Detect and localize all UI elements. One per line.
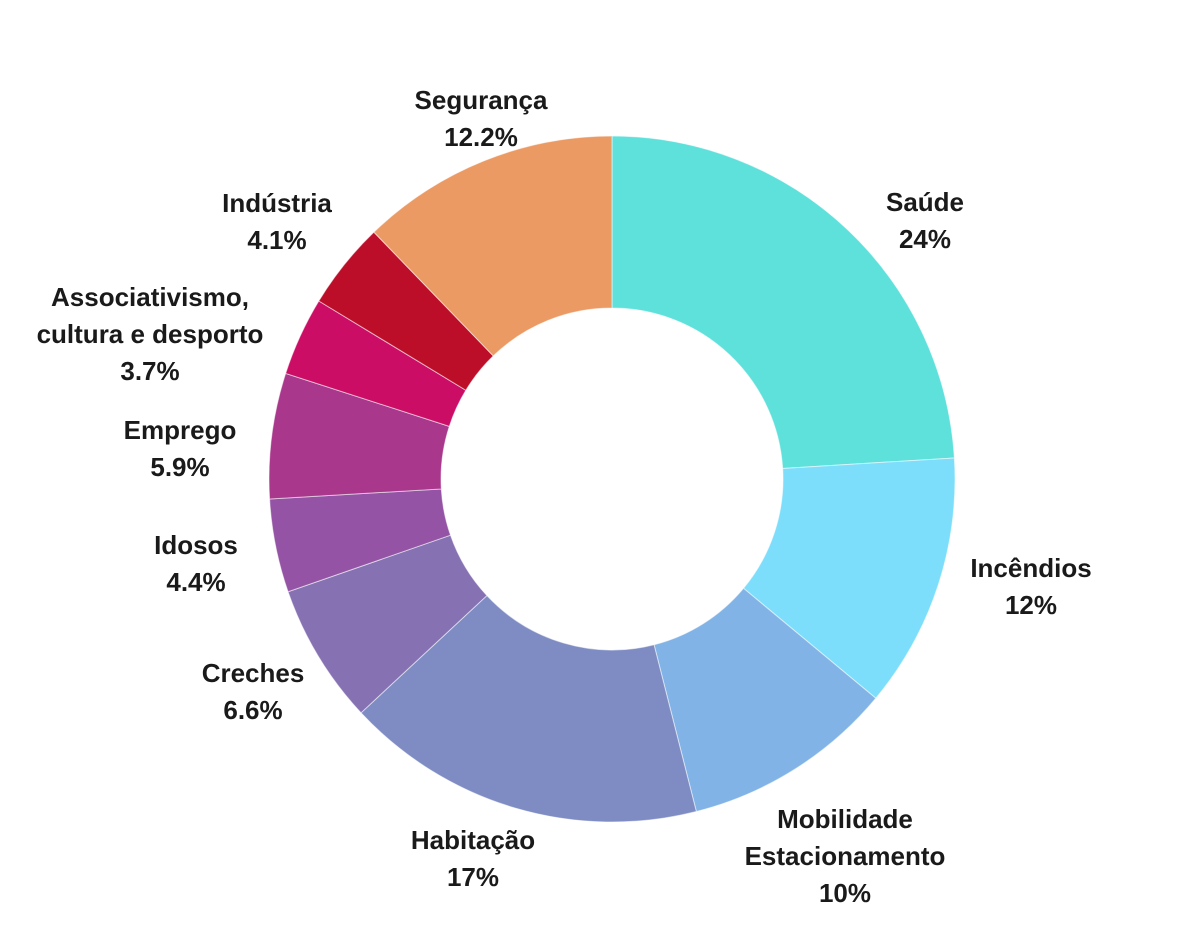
label-mobilidade-name-line1: Mobilidade: [777, 804, 913, 834]
label-incendios-name: Incêndios: [970, 553, 1092, 583]
label-habitacao: Habitação 17%: [411, 822, 535, 896]
label-seguranca-name: Segurança: [414, 85, 548, 115]
label-associativismo-cultura-desporto: Associativismo, cultura e desporto 3.7%: [37, 279, 264, 390]
label-habitacao-pct: 17%: [446, 862, 500, 892]
label-idosos: Idosos 4.4%: [154, 527, 238, 601]
label-associativismo-name-line1: Associativismo,: [51, 282, 249, 312]
label-creches: Creches 6.6%: [202, 655, 305, 729]
label-incendios: Incêndios 12%: [970, 550, 1091, 624]
label-emprego-name: Emprego: [123, 415, 237, 445]
label-associativismo-name-line2: cultura e desporto: [36, 319, 264, 349]
label-creches-name: Creches: [201, 658, 305, 688]
label-emprego-pct: 5.9%: [150, 452, 210, 482]
label-associativismo-pct: 3.7%: [120, 356, 180, 386]
label-mobilidade-name-line2: Estacionamento: [744, 841, 946, 871]
label-idosos-name: Idosos: [154, 530, 238, 560]
label-seguranca-pct: 12.2%: [444, 122, 518, 152]
label-incendios-pct: 12%: [1004, 590, 1058, 620]
label-saude-name: Saúde: [885, 187, 965, 217]
label-idosos-pct: 4.4%: [166, 567, 226, 597]
label-habitacao-name: Habitação: [410, 825, 536, 855]
slice-saude: [611, 135, 955, 470]
label-saude-pct: 24%: [898, 224, 952, 254]
slice-incendios: [742, 457, 956, 699]
label-emprego: Emprego 5.9%: [124, 412, 237, 486]
label-mobilidade-pct: 10%: [818, 878, 872, 908]
slice-seguranca: [373, 135, 613, 357]
slice-habitacao: [360, 594, 697, 823]
label-saude: Saúde 24%: [886, 184, 964, 258]
label-industria-pct: 4.1%: [247, 225, 307, 255]
label-mobilidade-estacionamento: Mobilidade Estacionamento 10%: [745, 801, 946, 912]
label-industria-name: Indústria: [222, 188, 332, 218]
label-seguranca: Segurança 12.2%: [415, 82, 548, 156]
label-industria: Indústria 4.1%: [222, 185, 332, 259]
label-creches-pct: 6.6%: [223, 695, 283, 725]
